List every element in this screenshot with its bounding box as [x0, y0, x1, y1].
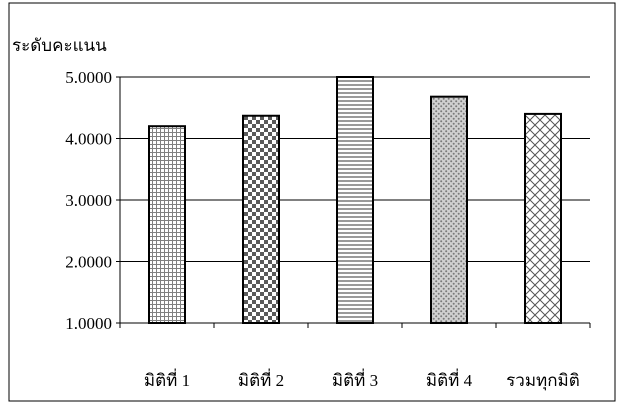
- bar-2: [242, 114, 280, 325]
- bar-3: [336, 76, 374, 324]
- y-tick-labels: 1.0000 2.0000 3.0000 4.0000 5.0000: [65, 68, 120, 333]
- chart-frame: [8, 2, 616, 402]
- x-tick-label: รวมทุกมิติ: [506, 371, 580, 391]
- x-tick-labels: มิติที่ 1 มิติที่ 2 มิติที่ 3 มิติที่ 4 รวมท…: [144, 368, 580, 391]
- x-tick-label: มิติที่ 4: [426, 368, 473, 390]
- y-tick-label: 3.0000: [65, 191, 112, 210]
- y-tick-label: 4.0000: [65, 130, 112, 149]
- bar-1: [148, 125, 186, 324]
- x-tick-label: มิติที่ 2: [238, 368, 284, 390]
- bar-4: [430, 95, 468, 325]
- y-tick-label: 1.0000: [65, 314, 112, 333]
- bars: [148, 76, 562, 325]
- axes: [119, 77, 591, 328]
- y-tick-label: 2.0000: [65, 253, 112, 272]
- bar-5: [524, 112, 562, 325]
- x-tick-label: มิติที่ 1: [144, 368, 190, 390]
- y-tick-label: 5.0000: [65, 68, 112, 87]
- y-axis-label: ระดับคะแนน: [12, 36, 107, 55]
- x-tick-label: มิติที่ 3: [332, 368, 378, 390]
